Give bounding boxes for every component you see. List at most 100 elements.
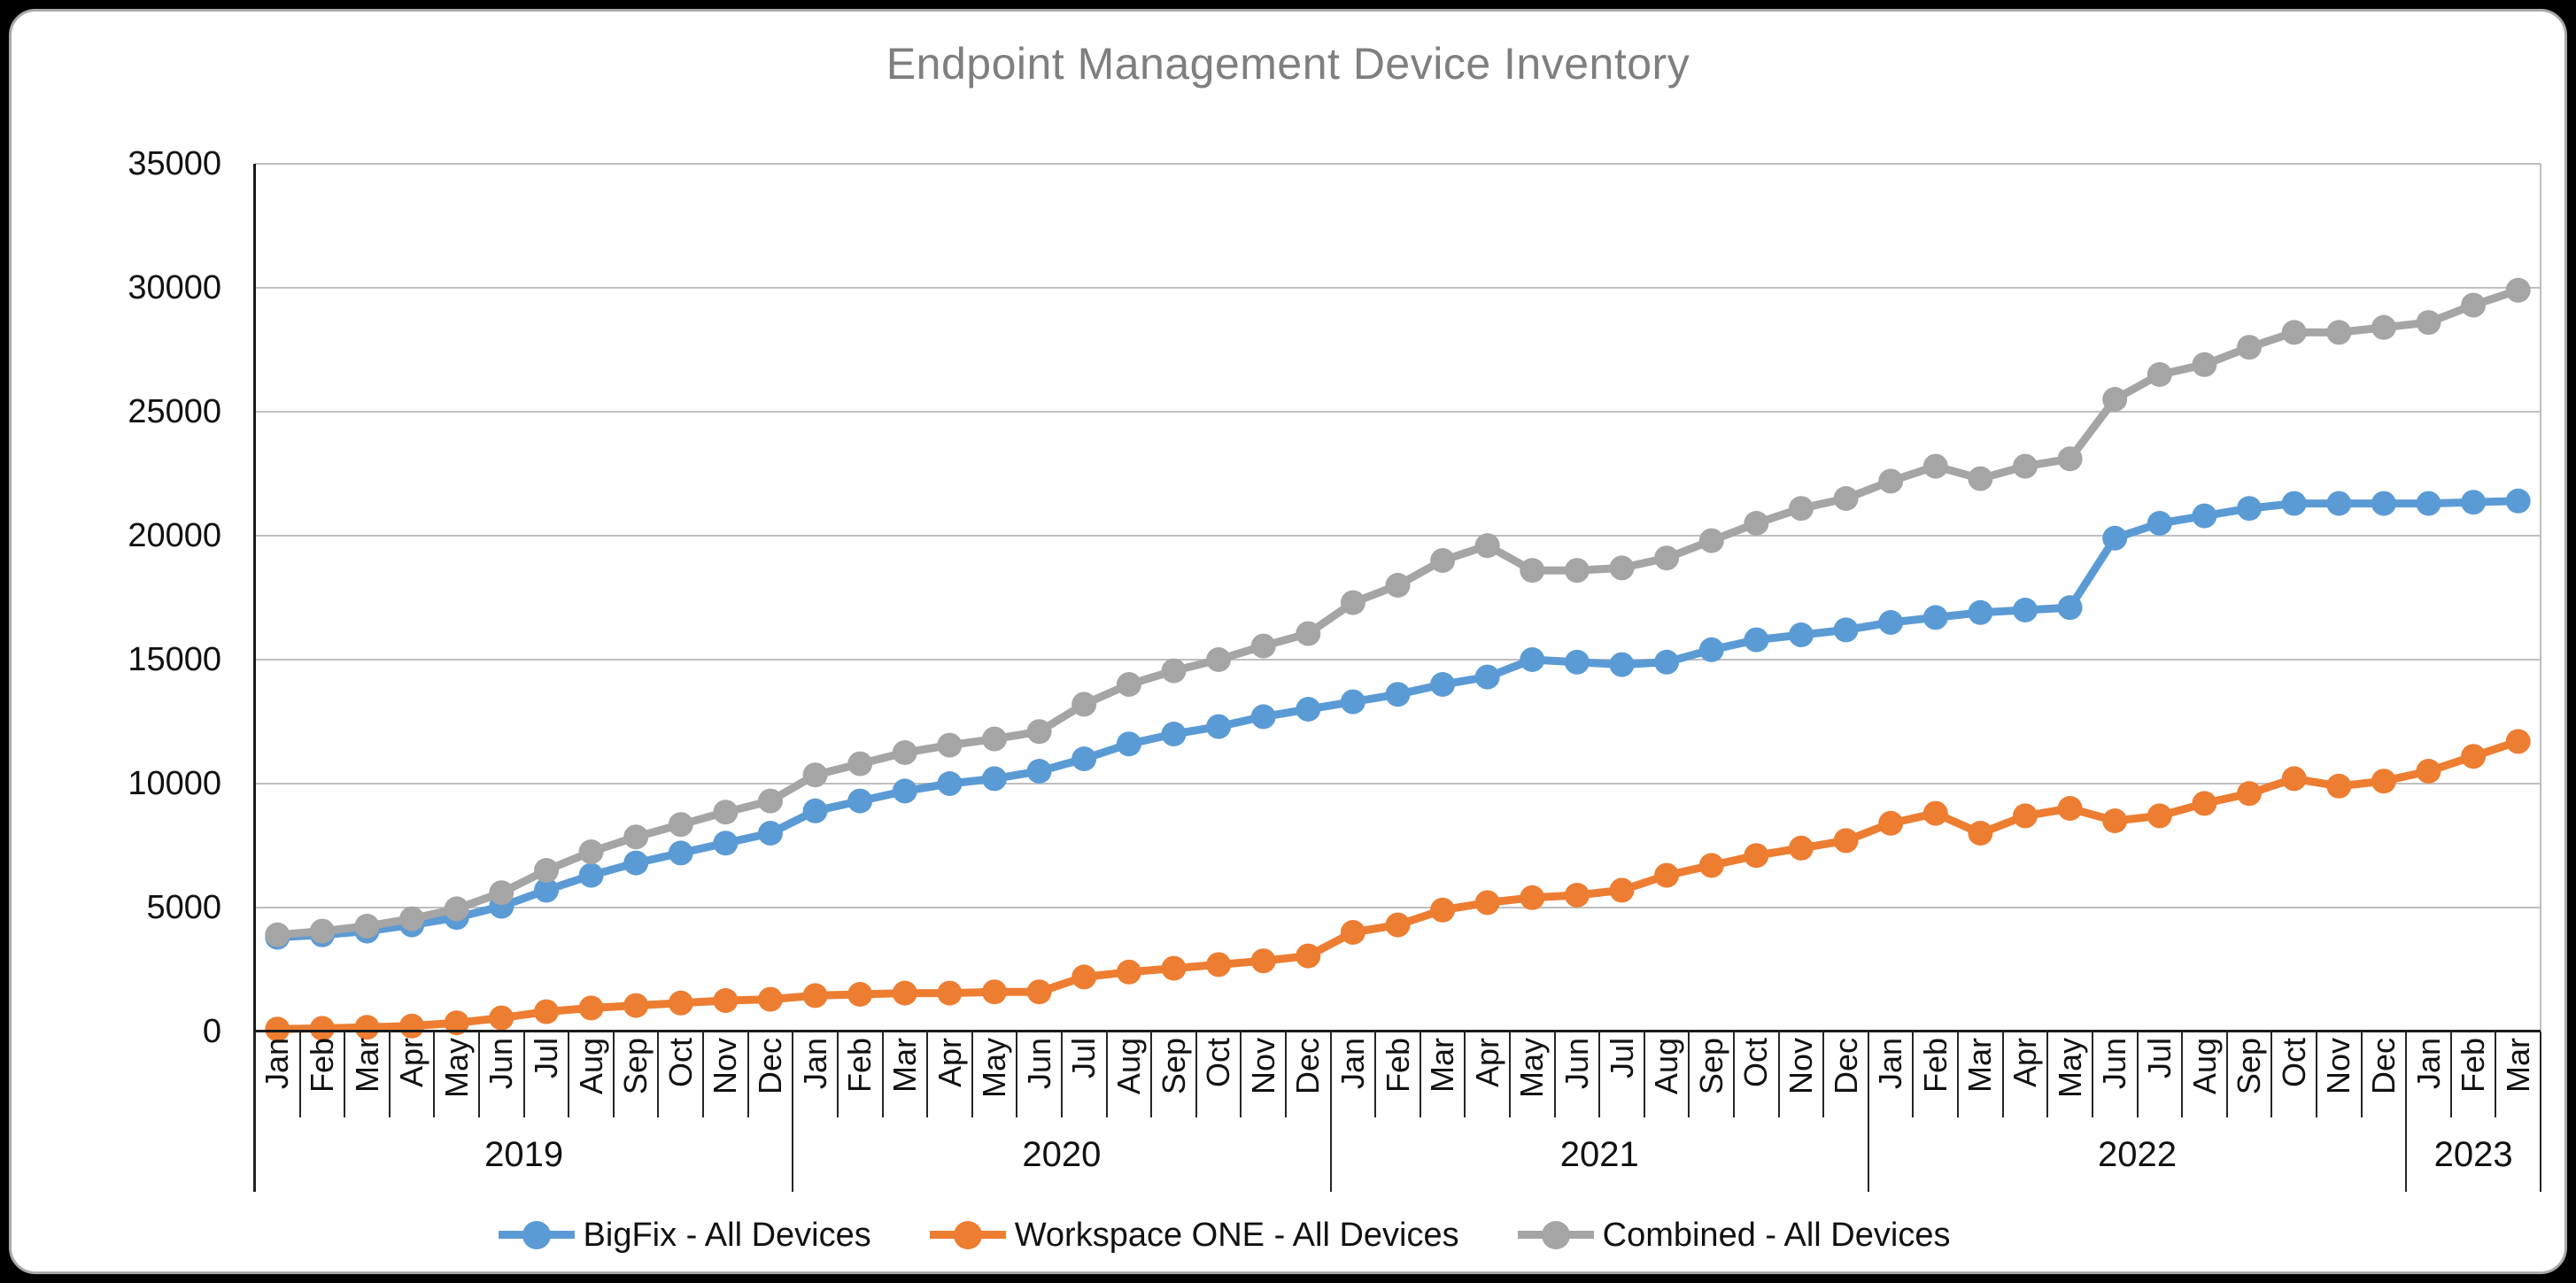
- chart-card: Endpoint Management Device Inventory 0 50…: [9, 9, 2567, 1274]
- month-divider-line: [1912, 1032, 1915, 1117]
- data-point-marker: [1296, 621, 1321, 646]
- data-point-marker: [1968, 821, 1993, 846]
- data-point-marker: [1654, 862, 1680, 888]
- y-axis-tick-label: 0: [202, 1013, 221, 1050]
- x-axis-month-cell: Sep: [2227, 1032, 2272, 1117]
- month-divider-line: [1016, 1032, 1018, 1117]
- month-divider-line: [1509, 1032, 1512, 1117]
- data-point-marker: [1071, 692, 1097, 717]
- data-point-marker: [1833, 486, 1859, 511]
- x-axis-month-cell: Dec: [2362, 1032, 2407, 1117]
- data-point-marker: [1161, 722, 1187, 746]
- x-axis-month-cell: May: [2047, 1032, 2093, 1117]
- x-axis-month-cell: Mar: [883, 1032, 928, 1117]
- data-point-marker: [1698, 637, 1724, 662]
- data-point-marker: [1474, 890, 1500, 916]
- data-point-marker: [623, 993, 649, 1018]
- x-axis-month-label: May: [2051, 1038, 2088, 1099]
- month-divider-line: [881, 1032, 884, 1117]
- data-point-marker: [847, 788, 873, 814]
- data-point-marker: [1968, 599, 1993, 625]
- data-point-marker: [1385, 682, 1411, 707]
- x-axis-band: Jan Feb Mar Apr May Jun Jul Aug Sep Oct Nov Dec Jan F…: [254, 1032, 2541, 1192]
- data-point-marker: [668, 812, 693, 838]
- month-divider-line: [1150, 1032, 1153, 1117]
- data-point-marker: [1474, 664, 1500, 690]
- data-point-marker: [1520, 647, 1545, 672]
- data-point-marker: [1698, 528, 1724, 553]
- x-axis-month-label: Oct: [661, 1038, 699, 1088]
- data-point-marker: [1340, 920, 1365, 945]
- x-axis-month-label: Dec: [1289, 1038, 1327, 1095]
- x-axis-month-cell: Oct: [2271, 1032, 2317, 1117]
- data-point-marker: [1698, 853, 1724, 878]
- x-axis-month-label: Jul: [2140, 1038, 2178, 1079]
- y-axis-tick-label: 25000: [128, 393, 221, 430]
- data-point-marker: [265, 922, 290, 947]
- data-point-marker: [892, 778, 917, 804]
- x-axis-month-cell: Mar: [1958, 1032, 2003, 1117]
- x-axis-month-cell: Mar: [1420, 1032, 1466, 1117]
- data-point-marker: [1250, 704, 1276, 730]
- x-axis-month-label: Mar: [886, 1038, 923, 1093]
- x-axis-month-label: Jan: [2410, 1038, 2447, 1090]
- year-divider-line: [2405, 1032, 2408, 1192]
- data-point-marker: [1744, 511, 1769, 536]
- data-point-marker: [1026, 979, 1052, 1005]
- month-divider-line: [2360, 1032, 2363, 1117]
- data-point-marker: [1654, 649, 1680, 675]
- month-divider-line: [1822, 1032, 1825, 1117]
- month-divider-line: [2495, 1032, 2497, 1117]
- data-point-marker: [802, 762, 828, 788]
- year-divider-line: [1867, 1032, 1869, 1192]
- month-divider-line: [1733, 1032, 1736, 1117]
- data-point-marker: [1520, 885, 1545, 910]
- x-axis-month-cell: Apr: [927, 1032, 972, 1117]
- x-axis-month-label: Aug: [2185, 1038, 2223, 1095]
- data-point-marker: [2013, 598, 2038, 622]
- month-divider-line: [1240, 1032, 1242, 1117]
- data-point-marker: [2237, 781, 2262, 807]
- data-point-marker: [2192, 791, 2217, 816]
- data-point-marker: [489, 1005, 514, 1031]
- x-axis-month-label: May: [437, 1038, 475, 1099]
- data-point-marker: [444, 896, 469, 922]
- data-point-marker: [1922, 453, 1948, 479]
- x-axis-month-cell: Jul: [1062, 1032, 1107, 1117]
- data-point-marker: [1161, 658, 1187, 684]
- x-axis-month-label: Nov: [2320, 1038, 2357, 1095]
- month-divider-line: [2136, 1032, 2139, 1117]
- x-axis-month-label: Jul: [1065, 1038, 1102, 1079]
- data-point-marker: [2192, 503, 2217, 529]
- x-axis-month-cell: Dec: [748, 1032, 793, 1117]
- month-divider-line: [433, 1032, 436, 1117]
- legend-marker-icon: [498, 1220, 575, 1250]
- data-point-marker: [1250, 633, 1276, 659]
- data-point-marker: [534, 877, 559, 903]
- data-point-marker: [2326, 773, 2352, 799]
- data-point-marker: [309, 918, 335, 944]
- x-axis-month-label: Apr: [1468, 1038, 1505, 1088]
- data-point-marker: [2102, 525, 2128, 551]
- x-axis-month-cell: Oct: [1734, 1032, 1779, 1117]
- data-point-marker: [2326, 320, 2352, 345]
- data-point-marker: [1564, 649, 1590, 675]
- gridline: [255, 659, 2541, 661]
- x-axis-month-label: Mar: [2499, 1038, 2536, 1093]
- x-axis-month-cell: Aug: [2182, 1032, 2227, 1117]
- x-axis-year-label: 2019: [484, 1134, 564, 1174]
- data-point-marker: [2281, 491, 2307, 516]
- data-point-marker: [2013, 803, 2038, 829]
- legend: BigFix - All Devices Workspace ONE - All …: [0, 1209, 2512, 1262]
- data-point-marker: [758, 986, 783, 1012]
- x-axis-month-label: Feb: [841, 1038, 878, 1094]
- x-axis-month-label: Dec: [2364, 1038, 2402, 1095]
- x-axis-month-cell: Jun: [2093, 1032, 2138, 1117]
- data-point-marker: [265, 1016, 290, 1042]
- data-point-marker: [1878, 468, 1904, 494]
- month-divider-line: [1419, 1032, 1421, 1117]
- month-divider-line: [568, 1032, 570, 1117]
- data-point-marker: [2326, 491, 2352, 516]
- data-point-marker: [354, 914, 380, 939]
- data-point-marker: [578, 839, 604, 864]
